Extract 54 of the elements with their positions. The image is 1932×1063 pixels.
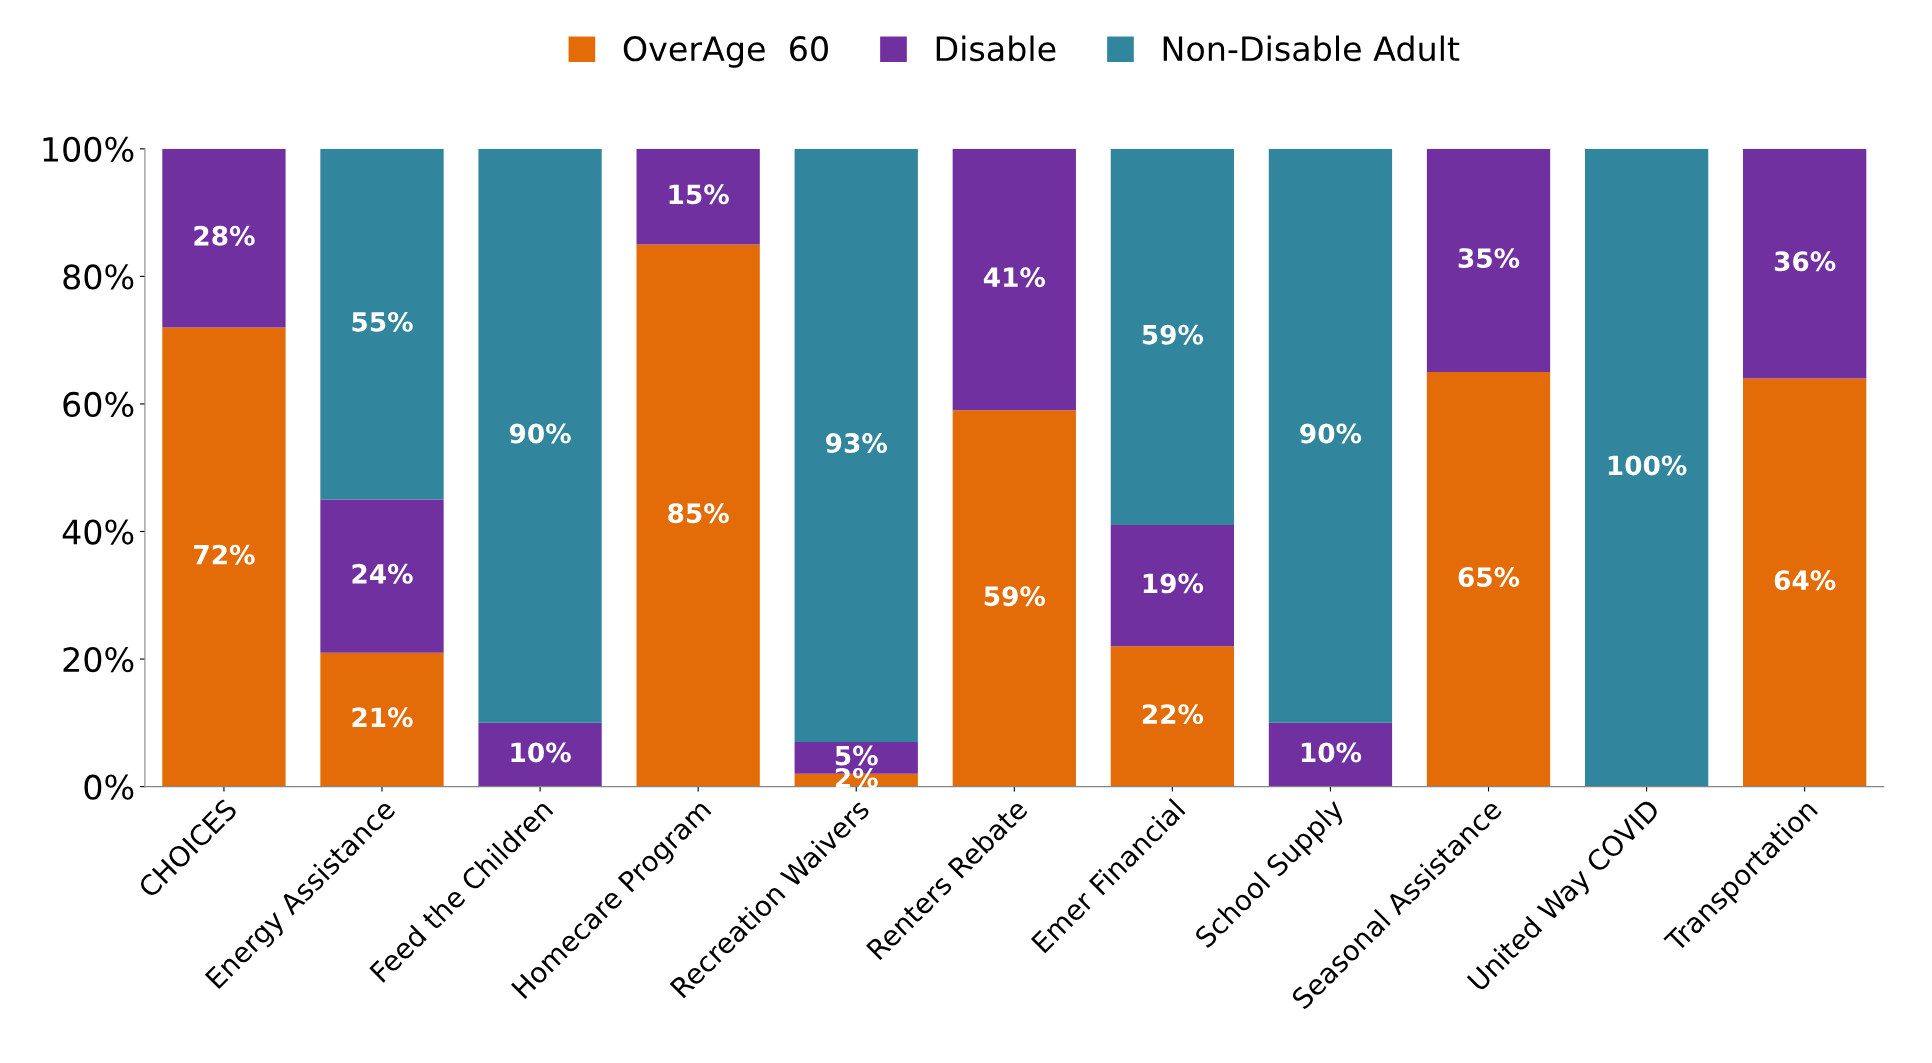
data-label: 64% [1774,570,1836,591]
bar [1110,148,1235,526]
data-label: 41% [983,267,1046,288]
data-label: 90% [1300,423,1362,444]
bar [1268,722,1393,787]
bar [952,410,1076,787]
bar [1268,148,1393,723]
data-label: 59% [1142,324,1204,345]
data-label: 90% [509,423,571,444]
bar [636,244,760,787]
bar [1584,148,1709,787]
legend-label: Non-Disable Adult [1163,35,1460,62]
bar [162,148,286,328]
bar [1426,148,1551,373]
data-label: 10% [511,742,571,763]
bar [1110,646,1235,787]
bar [1110,525,1235,647]
data-label: 59% [984,586,1046,607]
data-label: 65% [1458,567,1520,587]
bar [478,722,602,787]
y-tick-label: 80% [63,264,134,290]
data-label: 36% [1774,251,1836,272]
y-tick-label: 40% [62,519,134,545]
data-label: 28% [194,225,255,246]
bar [1743,378,1867,787]
bar [794,148,918,742]
bar [636,148,760,245]
y-tick-label: 0% [84,774,134,800]
y-tick-label: 20% [63,646,134,673]
data-label: 85% [668,503,729,524]
y-tick-label: 100% [43,136,134,162]
data-label: 24% [352,563,413,584]
data-label: 100% [1608,455,1687,476]
bar [320,148,444,500]
bar [162,327,286,787]
data-label: 10% [1301,742,1362,763]
bar [320,499,444,653]
data-label: 15% [669,184,729,205]
bar [320,652,444,787]
y-tick-label: 60% [63,391,134,418]
bar [478,148,602,723]
bar [1426,372,1551,787]
data-label: 22% [1142,704,1204,725]
data-label: 72% [194,544,255,565]
data-label: 93% [826,433,887,454]
bar [952,148,1076,411]
data-label: 55% [352,311,413,332]
data-label: 35% [1458,248,1520,269]
data-label: 5% [835,745,878,766]
data-label: 21% [352,707,413,728]
legend-label: OverAge 60 [623,36,828,68]
bar [1743,148,1867,379]
data-label: 19% [1143,573,1204,594]
legend-label: Disable [936,35,1056,62]
